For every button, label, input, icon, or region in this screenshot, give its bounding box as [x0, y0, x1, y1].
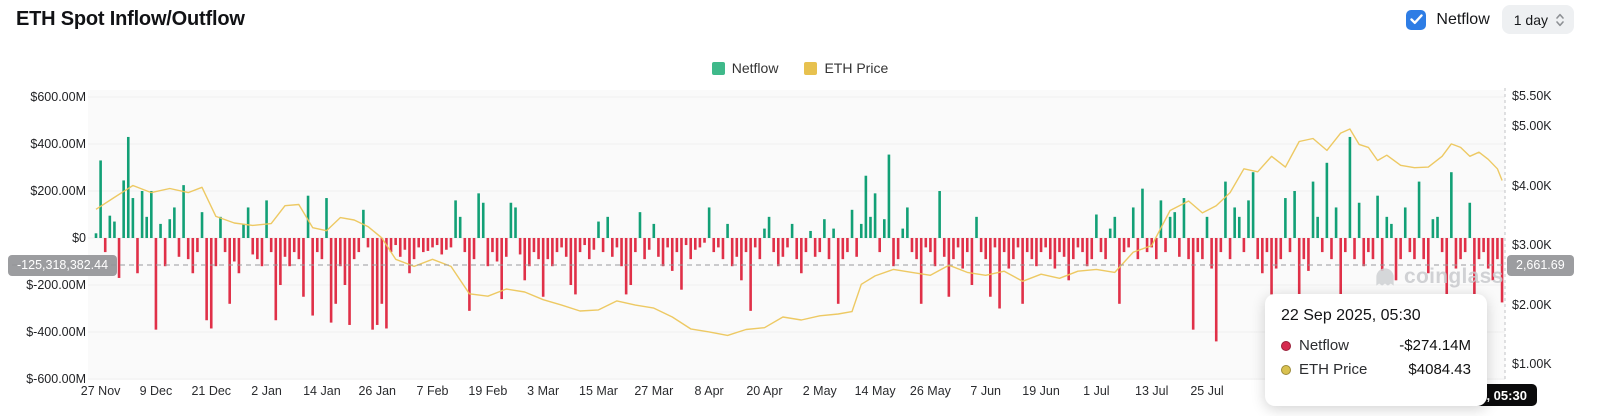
x-axis-tick: 21 Dec — [191, 384, 232, 398]
chart-legend: Netflow ETH Price — [0, 60, 1600, 76]
marker-line-price-label: 2,661.69 — [1507, 255, 1574, 276]
checkmark-icon — [1410, 14, 1423, 25]
y-axis-right-tick: $5.50K — [1512, 89, 1552, 104]
y-axis-left-tick: $-200.00M — [26, 278, 86, 292]
x-axis-tick: 19 Feb — [468, 384, 508, 398]
x-axis-tick: 2 May — [802, 384, 837, 398]
x-axis-tick: 20 Apr — [746, 384, 783, 398]
x-axis-tick: 1 Jul — [1083, 384, 1110, 398]
page-title: ETH Spot Inflow/Outflow — [16, 8, 245, 30]
x-axis-tick: 14 May — [854, 384, 896, 398]
y-axis-left-tick: $-600.00M — [26, 372, 86, 386]
x-axis-tick: 19 Jun — [1022, 384, 1060, 398]
chart-controls: Netflow 1 day — [1406, 5, 1574, 34]
x-axis-tick: 8 Apr — [694, 384, 724, 398]
coinglass-watermark: coinglass — [1372, 264, 1504, 290]
tooltip-row-netflow: Netflow -$274.14M — [1281, 337, 1471, 354]
x-axis-tick: 9 Dec — [139, 384, 173, 398]
x-axis-tick: 2 Jan — [251, 384, 282, 398]
x-axis-tick: 13 Jul — [1135, 384, 1169, 398]
x-axis-tick: 3 Mar — [527, 384, 560, 398]
netflow-swatch — [711, 61, 725, 75]
select-updown-chevrons-icon — [1556, 13, 1564, 26]
legend-item-eth-price[interactable]: ETH Price — [804, 60, 888, 76]
y-axis-left-tick: $600.00M — [30, 90, 86, 104]
y-axis-left-tick: $400.00M — [30, 137, 86, 151]
coinglass-logo-icon — [1376, 268, 1394, 286]
legend-item-netflow[interactable]: Netflow — [711, 60, 778, 76]
interval-select-value: 1 day — [1513, 11, 1548, 28]
y-axis-right-tick: $3.00K — [1512, 238, 1552, 252]
x-axis-tick: 14 Jan — [303, 384, 341, 398]
x-axis-tick: 15 Mar — [579, 384, 618, 398]
marker-line-netflow-label: -125,318,382.44 — [8, 255, 118, 276]
interval-select[interactable]: 1 day — [1501, 5, 1574, 34]
netflow-toggle-label: Netflow — [1436, 10, 1490, 28]
y-axis-right-tick: $2.00K — [1512, 297, 1552, 312]
y-axis-left-tick: $-400.00M — [26, 325, 86, 339]
eth-price-swatch — [804, 61, 818, 75]
x-axis-tick: 25 Jul — [1190, 384, 1224, 398]
y-axis-right-tick: $5.00K — [1512, 119, 1552, 133]
gridlines — [88, 96, 1505, 380]
netflow-toggle[interactable]: Netflow — [1406, 9, 1490, 30]
x-axis-tick: 7 Feb — [416, 384, 449, 398]
x-axis-tick: 27 Mar — [634, 384, 674, 398]
chart-tooltip: 22 Sep 2025, 05:30 Netflow -$274.14M ETH… — [1265, 294, 1487, 406]
netflow-checkbox-checked[interactable] — [1406, 9, 1427, 30]
eth-price-dot-icon — [1281, 364, 1291, 375]
x-axis-tick: 26 Jan — [358, 384, 396, 398]
netflow-bars — [94, 136, 1504, 342]
netflow-dot-icon — [1281, 340, 1291, 351]
y-axis-right-tick: $1.00K — [1512, 357, 1552, 371]
tooltip-date: 22 Sep 2025, 05:30 — [1281, 307, 1421, 324]
tooltip-row-eth-price: ETH Price $4084.43 — [1281, 361, 1471, 378]
eth-price-line — [95, 128, 1503, 337]
y-axis-left-tick: $200.00M — [30, 184, 86, 198]
y-axis-left-tick: $0 — [72, 231, 86, 245]
x-axis-tick: 27 Nov — [80, 384, 121, 398]
x-axis-tick: 26 May — [909, 384, 951, 398]
x-axis-tick: 7 Jun — [970, 384, 1002, 398]
y-axis-right-tick: $4.00K — [1512, 178, 1552, 193]
